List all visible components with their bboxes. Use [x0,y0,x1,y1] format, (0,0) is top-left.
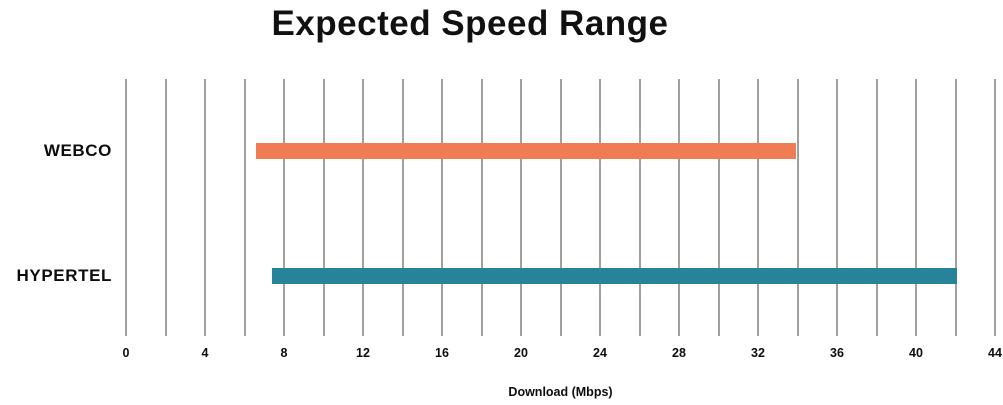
gridline [480,79,483,336]
gridline [520,79,522,336]
gridline [717,79,720,336]
gridline [125,79,127,336]
gridline [836,79,838,336]
gridline [204,79,206,336]
x-tick-label: 36 [830,346,844,360]
gridline [638,79,641,336]
gridline [954,79,957,336]
gridline [362,79,364,336]
gridline [559,79,562,336]
gridline [678,79,680,336]
gridline [915,79,917,336]
gridline [283,79,285,336]
x-tick-label: 28 [672,346,686,360]
x-tick-label: 40 [909,346,923,360]
gridline [599,79,601,336]
range-bar-webco [256,143,796,159]
gridline [243,79,246,336]
gridline [322,79,325,336]
x-tick-label: 44 [988,346,1002,360]
x-tick-label: 0 [122,346,130,360]
range-bar-hypertel [272,268,958,284]
x-tick-label: 4 [201,346,209,360]
gridline [441,79,443,336]
gridline [796,79,799,336]
gridline [994,79,996,336]
x-tick-label: 12 [356,346,370,360]
x-tick-label: 24 [593,346,607,360]
x-tick-label: 20 [514,346,528,360]
x-tick-label: 8 [280,346,288,360]
x-axis-label: Download (Mbps) [508,385,613,399]
chart-title: Expected Speed Range [271,4,669,43]
x-tick-label: 16 [435,346,449,360]
gridline [757,79,759,336]
category-label-hypertel: HYPERTEL [16,266,112,285]
x-tick-label: 32 [751,346,765,360]
gridline [401,79,404,336]
category-label-column: WEBCO HYPERTEL [0,79,112,336]
x-axis-tick-row: 0 4 8 12 16 20 24 28 32 36 40 44 [122,346,1002,364]
gridline [875,79,878,336]
plot-area [125,79,996,336]
gridline [164,79,167,336]
category-label-webco: WEBCO [43,141,112,160]
